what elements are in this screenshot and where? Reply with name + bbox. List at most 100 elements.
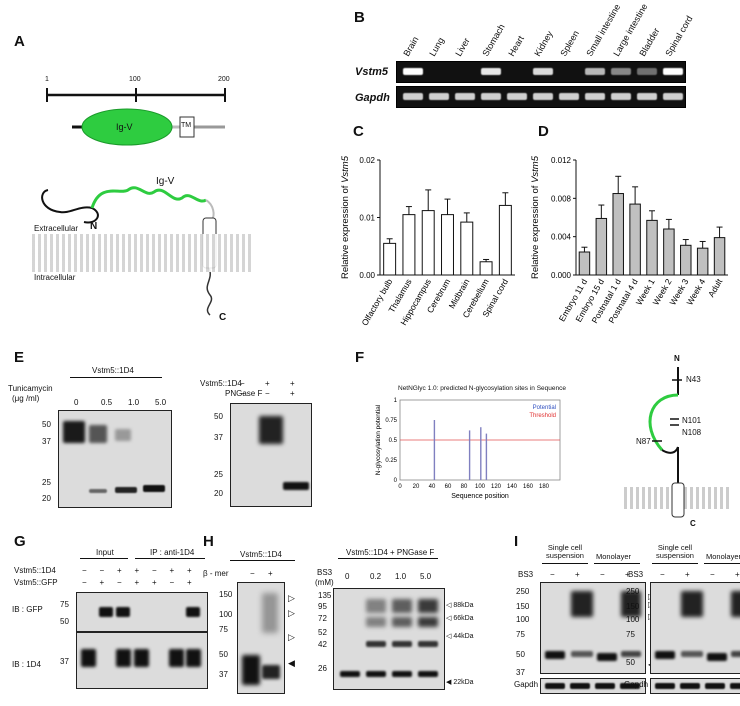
y-axis-label: Relative expression of Vstm5 — [530, 155, 541, 279]
band — [340, 671, 360, 677]
mw-marker: 37 — [60, 657, 69, 666]
bar — [421, 210, 435, 276]
sign-mark: + — [265, 379, 270, 388]
x-tick-label: 120 — [491, 484, 502, 490]
band — [730, 683, 740, 689]
e-left-blot — [58, 410, 172, 508]
h-right-blot — [333, 588, 445, 690]
e-right-row2: PNGase F — [225, 389, 263, 398]
mw-marker: 50 — [60, 617, 69, 626]
sign-mark: + — [625, 570, 630, 579]
sign-mark: + — [187, 566, 192, 575]
y-tick-label: 0.004 — [551, 233, 572, 242]
band — [143, 485, 165, 492]
band — [89, 425, 107, 443]
x-axis-label: Sequence position — [451, 493, 509, 500]
sign-mark: − — [152, 566, 157, 575]
bar — [441, 214, 454, 276]
mw-marker: 150 — [516, 602, 530, 611]
size-label: ◀ 22kDa — [446, 679, 474, 686]
band — [595, 683, 615, 689]
g-blot-1d4 — [76, 632, 208, 689]
sign-mark: + — [169, 566, 175, 575]
sign-mark: − — [660, 570, 665, 579]
x-tick-label: 160 — [523, 484, 534, 490]
band — [283, 482, 309, 490]
sign-mark: + — [99, 578, 105, 587]
mw-marker: 135 — [318, 591, 332, 600]
sign-mark: − — [99, 566, 105, 575]
mw-marker: 100 — [219, 610, 233, 619]
band — [392, 641, 412, 647]
scale-tick-1: 1 — [45, 76, 49, 83]
mw-marker: 20 — [214, 489, 223, 498]
bar — [629, 203, 641, 276]
band — [262, 665, 280, 679]
bar — [578, 251, 591, 276]
gel-band — [611, 68, 631, 75]
sign-mark: − — [117, 578, 122, 587]
band — [418, 641, 438, 647]
col-monolayer: Monolayer — [706, 552, 740, 561]
mw-marker: 75 — [516, 630, 525, 639]
sign-mark: − — [600, 570, 605, 579]
mw-marker: 50 — [214, 412, 223, 421]
gel-band — [455, 93, 475, 100]
band — [731, 591, 740, 617]
x-tick-label: Adult — [706, 276, 725, 298]
extracellular-label: Extracellular — [34, 224, 79, 233]
bar — [383, 242, 397, 276]
e-right-blot — [230, 403, 312, 507]
bmer-label: β - mer — [203, 569, 229, 578]
x-tick-label: 100 — [475, 484, 486, 490]
y-tick-label: 0.25 — [385, 458, 397, 464]
band — [366, 599, 386, 613]
mw-marker: 20 — [42, 494, 51, 503]
mw-marker: 25 — [214, 470, 223, 479]
band — [392, 671, 412, 677]
gel-band — [637, 68, 657, 75]
tissue-label: Heart — [506, 33, 526, 58]
sign-mark: + — [152, 578, 157, 587]
mw-marker: 100 — [626, 615, 640, 624]
pcr-gel-gapdh — [396, 86, 686, 108]
i-gapdh-blot — [540, 678, 646, 694]
y-tick-label: 0.02 — [359, 156, 375, 165]
bs3-unit-h: (mM) — [315, 578, 334, 587]
gene-vstm5-label: Vstm5 — [355, 66, 389, 78]
band — [418, 617, 438, 627]
site-n101: N101 — [682, 416, 702, 425]
e-left-title: Vstm5::1D4 — [92, 366, 134, 375]
tissue-label: Spinal cord — [663, 14, 695, 59]
sign-mark: − — [82, 566, 87, 575]
panel-b-label: B — [354, 9, 365, 26]
gene-gapdh-label: Gapdh — [355, 92, 390, 104]
sign-mark: + — [735, 570, 740, 579]
sign-mark: − — [240, 389, 245, 398]
mw-marker: 95 — [318, 602, 327, 611]
bs3-label-i: BS3 — [628, 570, 644, 579]
tissue-label: Spleen — [558, 28, 582, 58]
gel-band — [663, 68, 683, 75]
mw-marker: 26 — [318, 664, 327, 673]
bar — [479, 261, 493, 276]
tissue-label: Kidney — [532, 29, 555, 58]
band — [366, 641, 386, 647]
band — [366, 671, 386, 677]
sign-mark: − — [82, 578, 87, 587]
band — [621, 591, 641, 617]
dose-label: 0.5 — [101, 398, 113, 407]
mw-marker: 50 — [42, 420, 51, 429]
gel-band — [507, 93, 527, 100]
site-n43: N43 — [686, 375, 701, 384]
sign-mark: + — [290, 389, 295, 398]
gel-band — [403, 93, 423, 100]
tunicamycin-unit: (μg /ml) — [12, 394, 40, 403]
band — [418, 671, 438, 677]
h-right-title: Vstm5::1D4 + PNGase F — [346, 548, 435, 557]
band — [545, 683, 565, 689]
bs3-label-h: BS3 — [317, 568, 333, 577]
mw-marker: 250 — [626, 587, 640, 596]
dose-label: 5.0 — [420, 572, 432, 581]
y-tick-label: 0 — [394, 478, 398, 484]
